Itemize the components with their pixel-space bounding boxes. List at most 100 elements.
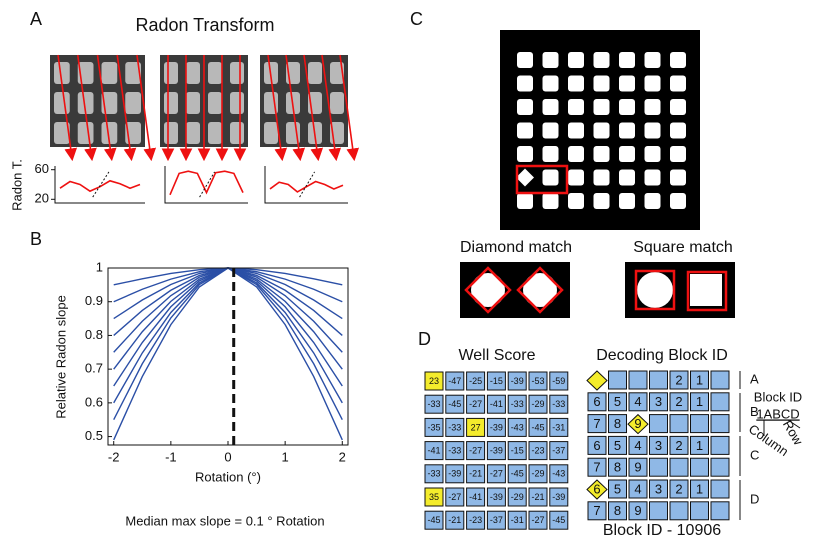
panel-label: D — [418, 329, 431, 349]
blob — [208, 92, 222, 114]
blob — [568, 99, 584, 115]
diamond-match — [516, 266, 564, 314]
cell-value: 7 — [593, 416, 600, 431]
cell — [445, 487, 465, 507]
cell — [669, 457, 689, 477]
diamond-marker — [627, 413, 649, 435]
line-series — [113, 267, 343, 286]
cell-value: -23 — [531, 445, 544, 455]
blob — [517, 99, 533, 115]
cell-value: -15 — [511, 445, 524, 455]
blob — [101, 62, 118, 84]
cell-value: -45 — [552, 515, 565, 525]
y-tick-label: 20 — [35, 191, 49, 206]
line-series — [113, 267, 343, 387]
cell-value: -27 — [469, 445, 482, 455]
arrow — [136, 54, 157, 162]
cell — [549, 371, 569, 391]
cell-value: -37 — [552, 445, 565, 455]
blob — [644, 169, 661, 186]
cell-value: 4 — [634, 394, 641, 409]
blob — [77, 122, 94, 144]
cell — [424, 371, 444, 391]
blob — [517, 193, 533, 209]
blob — [619, 52, 635, 68]
cell-value: 5 — [614, 481, 621, 496]
cell-value: 27 — [471, 422, 481, 432]
blob — [670, 75, 686, 92]
cell-value: 3 — [655, 394, 662, 409]
cell — [507, 417, 527, 437]
cell — [549, 464, 569, 484]
cell-value: 1 — [696, 438, 703, 453]
cell-value: 8 — [614, 416, 621, 431]
blob — [644, 193, 661, 209]
cell-value: -23 — [469, 515, 482, 525]
caption: Median max slope = 0.1 ° Rotation — [125, 513, 324, 528]
blob — [568, 193, 584, 209]
arrow — [285, 54, 306, 162]
cell-value: -33 — [448, 445, 461, 455]
cell — [486, 371, 506, 391]
blob — [593, 146, 610, 162]
cell — [549, 417, 569, 437]
cell-value: -33 — [511, 399, 524, 409]
cell — [710, 501, 730, 521]
cell — [669, 392, 689, 412]
cell — [424, 487, 444, 507]
cell-value: -39 — [490, 422, 503, 432]
cell-value: 9 — [634, 460, 641, 475]
cell-value: 6 — [593, 394, 600, 409]
cell — [649, 392, 668, 412]
arrow — [57, 54, 78, 162]
cell — [608, 414, 627, 434]
cell — [710, 479, 730, 499]
cell — [690, 457, 709, 477]
blob — [186, 92, 200, 114]
blob — [54, 62, 70, 84]
cell — [649, 370, 668, 390]
cell-value: 35 — [429, 492, 439, 502]
caption: Diamond match — [460, 239, 572, 256]
cell — [710, 435, 730, 455]
cell — [649, 479, 668, 499]
cell — [628, 392, 648, 412]
tangent — [199, 171, 215, 198]
cell — [507, 371, 527, 391]
y-tick-label: 1 — [96, 259, 103, 274]
blob — [164, 62, 178, 84]
x-tick-label: -1 — [165, 449, 177, 464]
blob — [54, 92, 70, 114]
cell-value: 5 — [614, 438, 621, 453]
blob — [230, 92, 244, 114]
cell — [528, 394, 548, 414]
blob — [619, 169, 635, 186]
blob — [471, 273, 505, 307]
blob — [568, 122, 584, 139]
blob — [644, 146, 661, 162]
cell-value: -29 — [531, 469, 544, 479]
legend-title: Block ID — [754, 389, 802, 404]
cell-value: -39 — [490, 445, 503, 455]
cell — [445, 417, 465, 437]
blob — [516, 168, 534, 187]
cell-value: -37 — [490, 515, 503, 525]
caption: Block ID - 10906 — [603, 522, 721, 539]
cell — [710, 457, 730, 477]
cell — [587, 414, 607, 434]
blob — [542, 122, 559, 139]
cell — [690, 392, 709, 412]
cell-value: -21 — [469, 469, 482, 479]
square-match — [634, 269, 676, 311]
cell — [628, 370, 648, 390]
cell-value: -43 — [552, 469, 565, 479]
cell — [507, 441, 527, 461]
blob — [164, 92, 178, 114]
cell — [424, 394, 444, 414]
cell-value: 6 — [593, 438, 600, 453]
axis — [264, 166, 348, 204]
cell-value: 4 — [634, 481, 641, 496]
cell — [528, 441, 548, 461]
row-label: A — [750, 371, 759, 386]
blob — [54, 122, 70, 144]
